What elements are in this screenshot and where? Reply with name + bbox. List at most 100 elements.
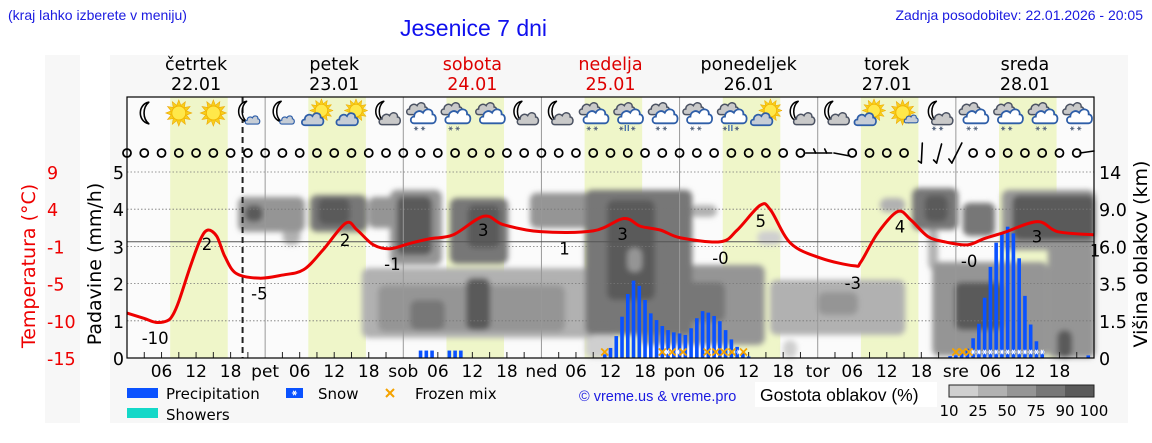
legend-frozen-mix-label: Frozen mix — [415, 385, 497, 403]
calm-wind-icon — [899, 148, 909, 158]
density-swatch — [949, 385, 978, 397]
calm-wind-icon — [536, 148, 547, 158]
precipitation-tick-label: 0 — [113, 350, 124, 370]
temperature-extreme-label: 2 — [202, 235, 213, 254]
time-tick-label: 06 — [427, 362, 449, 382]
density-scale-label: 90 — [1055, 402, 1074, 420]
time-tick-label: 12 — [462, 362, 484, 382]
day-name: sobota — [443, 55, 502, 75]
copyright-link[interactable]: © vreme.us & vreme.pro — [579, 389, 736, 405]
wind-barb-icon — [948, 142, 963, 164]
calm-wind-icon — [761, 148, 771, 158]
precipitation-bar — [741, 352, 745, 358]
legend-precipitation-swatch — [127, 388, 158, 398]
legend-density-title: Gostota oblakov (%) — [760, 385, 919, 405]
precipitation-tick-label: 5 — [113, 164, 124, 184]
time-tick-label: 06 — [565, 362, 587, 382]
calm-wind-icon — [432, 148, 443, 158]
calm-wind-icon — [968, 148, 979, 158]
cloud-density-patch — [1012, 195, 1096, 241]
region-hint-link[interactable]: (kraj lahko izberete v meniju) — [8, 7, 187, 23]
cloud-density-patch — [783, 340, 797, 358]
cloud-density-patch — [529, 192, 598, 229]
cloud-height-axis-title: Višina oblakov (km) — [1130, 161, 1152, 348]
precipitation-bar — [971, 338, 975, 358]
cloud-density-layer — [238, 187, 1096, 358]
cloud-density-patch — [654, 282, 726, 322]
precipitation-bar — [712, 315, 716, 358]
wind-barb-icon — [804, 148, 833, 154]
time-tick-label: 18 — [220, 362, 242, 382]
cloud-density-patch — [817, 292, 859, 315]
frozen-mix-marker — [727, 347, 737, 357]
density-swatch — [1036, 385, 1065, 397]
cloud-density-patch — [1047, 244, 1096, 358]
precipitation-bar — [418, 350, 423, 358]
calm-wind-icon — [864, 148, 875, 158]
wind-barb-icon — [833, 152, 851, 157]
calm-wind-icon — [553, 148, 564, 158]
temperature-axis-panel — [45, 55, 80, 423]
calm-wind-icon — [173, 148, 184, 158]
day-name: sreda — [1001, 55, 1050, 75]
calm-wind-icon — [242, 148, 253, 158]
calm-wind-icon — [657, 148, 668, 158]
calm-wind-icon — [363, 148, 374, 158]
calm-wind-icon — [277, 148, 288, 158]
calm-wind-icon — [329, 148, 340, 158]
cloud-height-tick-label: 3.5 — [1099, 276, 1127, 296]
temperature-extreme-label: 3 — [478, 221, 489, 240]
calm-wind-icon — [622, 148, 633, 158]
temperature-extreme-label: 5 — [755, 212, 766, 231]
time-tick-label: 18 — [634, 362, 656, 382]
calm-wind-icon — [778, 148, 789, 158]
precipitation-bar — [723, 330, 728, 358]
cloud-density-patch — [466, 278, 491, 331]
cloud-density-patch — [924, 195, 948, 222]
precipitation-bar — [672, 332, 676, 358]
precipitation-bar — [1000, 233, 1004, 358]
precipitation-bar — [994, 242, 998, 358]
calm-wind-icon — [1020, 148, 1030, 158]
calm-wind-icon — [415, 148, 426, 158]
time-tick-label: 12 — [600, 362, 622, 382]
density-scale: 10 25 50 75 90 100 — [939, 384, 1108, 420]
precipitation-bar — [729, 339, 734, 358]
density-swatch — [978, 385, 1007, 397]
day-date: 23.01 — [309, 75, 359, 95]
time-tick-label: 12 — [323, 362, 345, 382]
legend: Precipitation Snow Frozen mix Showers © … — [127, 382, 1108, 424]
frozen-mix-marker — [964, 347, 974, 357]
time-tick-label: 12 — [738, 362, 760, 382]
time-tick-label: 18 — [1049, 362, 1071, 382]
precip-type-markers — [600, 347, 1046, 357]
temperature-extreme-label: 2 — [340, 231, 351, 250]
calm-wind-icon — [139, 148, 150, 158]
wind-barb-icon — [1079, 150, 1095, 154]
temperature-extreme-label: -0 — [712, 249, 728, 268]
temperature-line — [126, 202, 1095, 324]
calm-wind-icon — [294, 148, 305, 158]
precipitation-bar — [447, 350, 452, 358]
precipitation-bar — [614, 336, 619, 358]
day-date: 27.01 — [862, 75, 912, 95]
time-tick-label: 06 — [841, 362, 863, 382]
density-scale-label: 75 — [1026, 402, 1045, 420]
cloud-density-patch — [244, 205, 263, 222]
precipitation-bar — [988, 266, 993, 358]
calm-wind-icon — [260, 148, 271, 158]
calm-wind-icon — [605, 148, 616, 158]
precipitation-bar — [608, 347, 613, 358]
cloud-density-patch — [368, 196, 396, 229]
precipitation-bar — [424, 350, 429, 358]
legend-showers-swatch — [127, 408, 158, 418]
precipitation-bar — [666, 330, 670, 358]
precipitation-bar — [459, 350, 463, 358]
calm-wind-icon — [674, 148, 685, 158]
calm-wind-icon — [743, 148, 754, 158]
precipitation-tick-label: 4 — [113, 201, 124, 221]
